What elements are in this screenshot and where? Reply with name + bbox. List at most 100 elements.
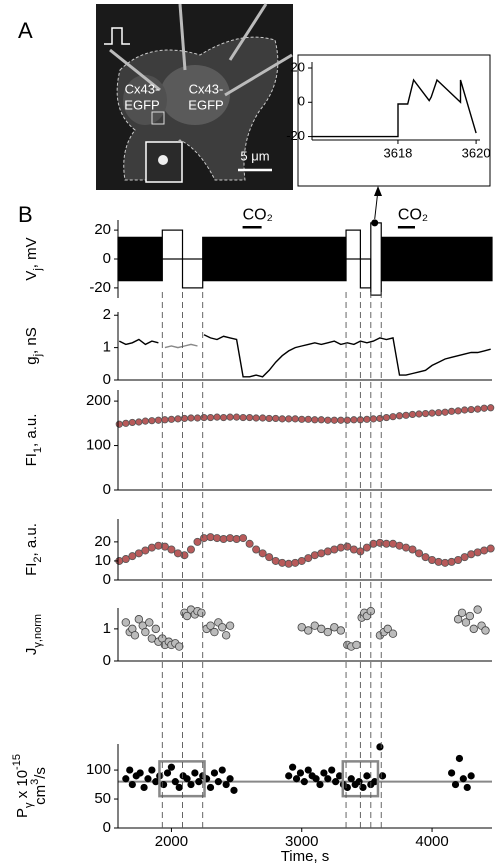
cell-label: EGFP	[124, 97, 159, 112]
data-point	[330, 623, 339, 632]
data-point	[175, 783, 183, 792]
data-point	[128, 552, 137, 561]
data-point	[460, 553, 469, 562]
data-point	[252, 545, 261, 554]
y-tick-label: 0	[103, 371, 111, 388]
micrograph: Cx43- EGFP Cx43- EGFP 5 μm	[96, 3, 293, 190]
data-point	[457, 608, 467, 618]
data-point	[285, 415, 293, 423]
data-point	[186, 545, 195, 554]
data-point	[455, 754, 464, 763]
data-point	[317, 416, 325, 424]
data-point	[284, 559, 293, 568]
y-tick-label: -20	[286, 128, 305, 143]
inset-frame	[297, 54, 491, 187]
data-point	[395, 412, 404, 420]
data-point	[210, 769, 219, 777]
data-point	[252, 414, 260, 422]
cell-fluorescence	[160, 65, 230, 125]
label-part: γ,norm	[32, 614, 44, 648]
data-point	[115, 420, 123, 428]
data-point	[461, 618, 471, 627]
data-point	[226, 534, 235, 543]
data-point	[316, 780, 324, 789]
data-point	[219, 535, 228, 544]
data-point	[210, 627, 219, 637]
data-point	[448, 407, 456, 415]
electrode	[228, 3, 268, 61]
data-point	[151, 624, 160, 634]
data-point	[441, 408, 449, 416]
data-point	[130, 631, 140, 640]
data-point	[180, 551, 189, 560]
y-tick-label: 1	[103, 620, 111, 637]
data-point	[232, 535, 241, 544]
data-point	[480, 546, 489, 555]
label-part: 3	[29, 779, 41, 785]
data-point	[289, 763, 297, 771]
data-point	[206, 533, 215, 542]
data-point	[128, 780, 136, 789]
data-point	[337, 416, 345, 424]
data-point	[167, 415, 176, 423]
label-part: , a.u.	[23, 414, 40, 447]
data-point	[376, 743, 384, 751]
cell-label: EGFP	[188, 97, 223, 112]
data-point	[222, 780, 230, 789]
data-point	[343, 542, 352, 551]
data-point	[271, 556, 280, 565]
label-part: P	[14, 808, 31, 818]
data-point	[349, 545, 358, 554]
data-point	[148, 417, 156, 425]
data-point	[191, 769, 199, 777]
y-tick-label: 0	[103, 819, 111, 836]
data-point	[154, 541, 163, 550]
data-point	[134, 615, 144, 624]
data-point	[330, 545, 339, 554]
annotation-label: CO₂	[398, 206, 428, 223]
hold-pulse	[370, 222, 382, 296]
data-point	[232, 413, 241, 421]
data-point	[121, 555, 130, 564]
data-point	[285, 772, 293, 780]
data-point	[317, 624, 326, 634]
data-point	[388, 629, 398, 638]
data-point	[389, 413, 397, 421]
x-tick-label: 3618	[383, 145, 412, 160]
y-tick-label: 200	[86, 392, 111, 409]
data-point	[163, 769, 172, 777]
data-point	[461, 406, 469, 414]
data-point	[328, 766, 336, 774]
data-point	[230, 786, 238, 794]
data-point	[473, 548, 482, 557]
cell-label: Cx43-	[189, 81, 224, 96]
data-point	[388, 539, 397, 548]
data-point	[221, 631, 231, 640]
x-tick-label: 4000	[415, 833, 448, 850]
y-tick-label: 0	[103, 250, 111, 267]
data-point	[298, 415, 306, 423]
y-tick-label: 20	[94, 221, 111, 238]
pulse-icon	[104, 27, 130, 45]
data-point	[197, 608, 206, 618]
label-part: γ	[23, 802, 35, 808]
data-point	[297, 623, 306, 632]
data-point	[467, 550, 476, 559]
data-point	[258, 549, 267, 558]
data-point	[200, 413, 208, 422]
data-point	[183, 775, 191, 783]
electrode	[109, 48, 161, 92]
data-point	[330, 416, 338, 424]
y-tick-label: 20	[94, 533, 111, 550]
data-point	[324, 416, 332, 424]
highlight-box	[158, 760, 206, 798]
data-point	[206, 621, 215, 630]
roi-box	[151, 111, 165, 125]
data-point	[182, 611, 192, 621]
data-point	[122, 419, 130, 427]
data-point	[128, 418, 136, 427]
data-point	[332, 778, 340, 786]
data-point	[486, 544, 495, 553]
data-point	[434, 557, 443, 566]
data-point	[218, 623, 227, 632]
